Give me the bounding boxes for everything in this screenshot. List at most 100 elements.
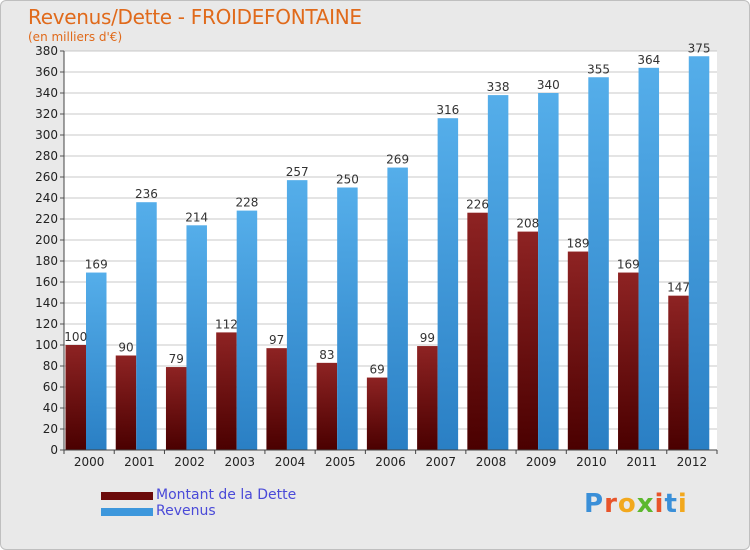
y-tick-label: 100 — [35, 338, 58, 352]
y-tick-label: 300 — [35, 128, 58, 142]
data-label-debt-2006: 69 — [369, 363, 384, 377]
x-tick-label-2003: 2003 — [225, 455, 256, 469]
x-tick-label-2006: 2006 — [375, 455, 406, 469]
x-tick-label-2012: 2012 — [677, 455, 708, 469]
logo-letter: r — [604, 489, 618, 519]
y-tick-label: 260 — [35, 170, 58, 184]
data-label-debt-2000: 100 — [64, 330, 87, 344]
y-tick-label: 340 — [35, 86, 58, 100]
logo-letter: x — [636, 489, 655, 519]
bar-debt-2007 — [417, 346, 438, 450]
data-label-revenue-2008: 338 — [487, 80, 510, 94]
data-label-debt-2005: 83 — [319, 348, 334, 362]
data-label-revenue-2009: 340 — [537, 78, 560, 92]
x-tick-label-2001: 2001 — [124, 455, 155, 469]
y-tick-label: 80 — [43, 359, 58, 373]
data-label-debt-2001: 90 — [118, 341, 133, 355]
chart-title: Revenus/Dette - FROIDEFONTAINE — [28, 5, 362, 29]
data-label-revenue-2007: 316 — [436, 103, 459, 117]
data-label-revenue-2003: 228 — [235, 196, 258, 210]
y-tick-label: 0 — [50, 443, 58, 457]
y-axis-ticks: 0 20 40 60 80 100 120 140 160 180 200 220 240 260 280 3… — [35, 44, 65, 457]
bar-revenue-2009 — [538, 93, 559, 450]
x-tick-label-2008: 2008 — [476, 455, 507, 469]
y-tick-label: 220 — [35, 212, 58, 226]
data-label-debt-2012: 147 — [667, 281, 690, 295]
bar-revenue-2000 — [86, 272, 107, 450]
y-tick-label: 160 — [35, 275, 58, 289]
proxiti-logo: Proxiti — [584, 489, 688, 519]
bar-debt-2009 — [517, 231, 539, 450]
y-tick-label: 280 — [35, 149, 58, 163]
data-label-revenue-2011: 364 — [637, 53, 660, 67]
data-label-debt-2009: 208 — [516, 217, 539, 231]
legend-swatch-debt — [101, 492, 153, 500]
data-label-revenue-2006: 269 — [386, 153, 409, 167]
data-label-debt-2004: 97 — [269, 333, 284, 347]
x-tick-label-2009: 2009 — [526, 455, 557, 469]
data-label-revenue-2001: 236 — [135, 187, 158, 201]
logo-letter: P — [584, 489, 605, 519]
bar-debt-2008 — [467, 212, 488, 450]
x-tick-label-2004: 2004 — [275, 455, 306, 469]
chart-subtitle: (en milliers d'€) — [28, 30, 123, 44]
bar-debt-2011 — [618, 272, 639, 450]
bar-revenue-2007 — [437, 118, 459, 450]
bar-debt-2002 — [165, 367, 187, 450]
bar-debt-2000 — [65, 345, 86, 450]
bar-revenue-2006 — [387, 167, 408, 451]
data-label-revenue-2012: 375 — [688, 41, 711, 55]
logo-letter: o — [617, 489, 637, 519]
y-tick-label: 40 — [43, 401, 58, 415]
data-labels: 100 169 90 236 79 214 112 228 97 257 83 250 69 269 99 3… — [64, 41, 710, 376]
data-label-revenue-2010: 355 — [587, 62, 610, 76]
y-tick-label: 140 — [35, 296, 58, 310]
y-tick-label: 60 — [43, 380, 58, 394]
logo-letter: t — [664, 489, 678, 519]
bar-revenue-2005 — [337, 187, 358, 450]
bar-debt-2004 — [266, 348, 287, 450]
bar-revenue-2008 — [487, 95, 509, 450]
bar-revenue-2002 — [186, 225, 207, 450]
bar-debt-2012 — [668, 295, 689, 450]
data-label-revenue-2002: 214 — [185, 210, 208, 224]
logo-letter: i — [654, 489, 665, 519]
bar-revenue-2004 — [286, 180, 308, 450]
bar-revenue-2011 — [638, 67, 660, 451]
data-label-debt-2007: 99 — [420, 331, 435, 345]
legend-swatch-revenue — [101, 508, 153, 516]
legend-label-revenue: Revenus — [156, 503, 216, 519]
data-label-debt-2002: 79 — [169, 352, 184, 366]
data-label-debt-2011: 169 — [617, 258, 640, 272]
x-tick-label-2000: 2000 — [74, 455, 105, 469]
y-tick-label: 380 — [35, 44, 58, 58]
bar-revenue-2001 — [136, 202, 157, 450]
x-axis-ticks: 2000 2001 2002 2003 2004 2005 2006 2007 2008 2009… — [63, 449, 718, 469]
legend-label-debt: Montant de la Dette — [156, 487, 297, 503]
x-tick-label-2010: 2010 — [576, 455, 607, 469]
y-tick-label: 200 — [35, 233, 58, 247]
bars — [65, 56, 710, 451]
data-label-revenue-2005: 250 — [336, 173, 359, 187]
data-label-debt-2010: 189 — [567, 237, 590, 251]
data-label-revenue-2004: 257 — [286, 165, 309, 179]
logo-letter: i — [677, 489, 688, 519]
bar-debt-2001 — [115, 355, 137, 450]
bar-debt-2005 — [316, 362, 338, 450]
data-label-debt-2003: 112 — [215, 317, 238, 331]
y-tick-label: 120 — [35, 317, 58, 331]
y-tick-label: 180 — [35, 254, 58, 268]
x-tick-label-2005: 2005 — [325, 455, 356, 469]
data-label-revenue-2000: 169 — [85, 258, 108, 272]
y-tick-label: 20 — [43, 422, 58, 436]
bar-debt-2010 — [567, 251, 589, 450]
x-tick-label-2007: 2007 — [425, 455, 456, 469]
bar-revenue-2012 — [688, 56, 710, 450]
x-tick-label-2002: 2002 — [174, 455, 205, 469]
bar-revenue-2010 — [588, 77, 609, 450]
bar-debt-2003 — [216, 332, 237, 450]
x-tick-label-2011: 2011 — [626, 455, 657, 469]
bar-debt-2006 — [366, 377, 388, 450]
